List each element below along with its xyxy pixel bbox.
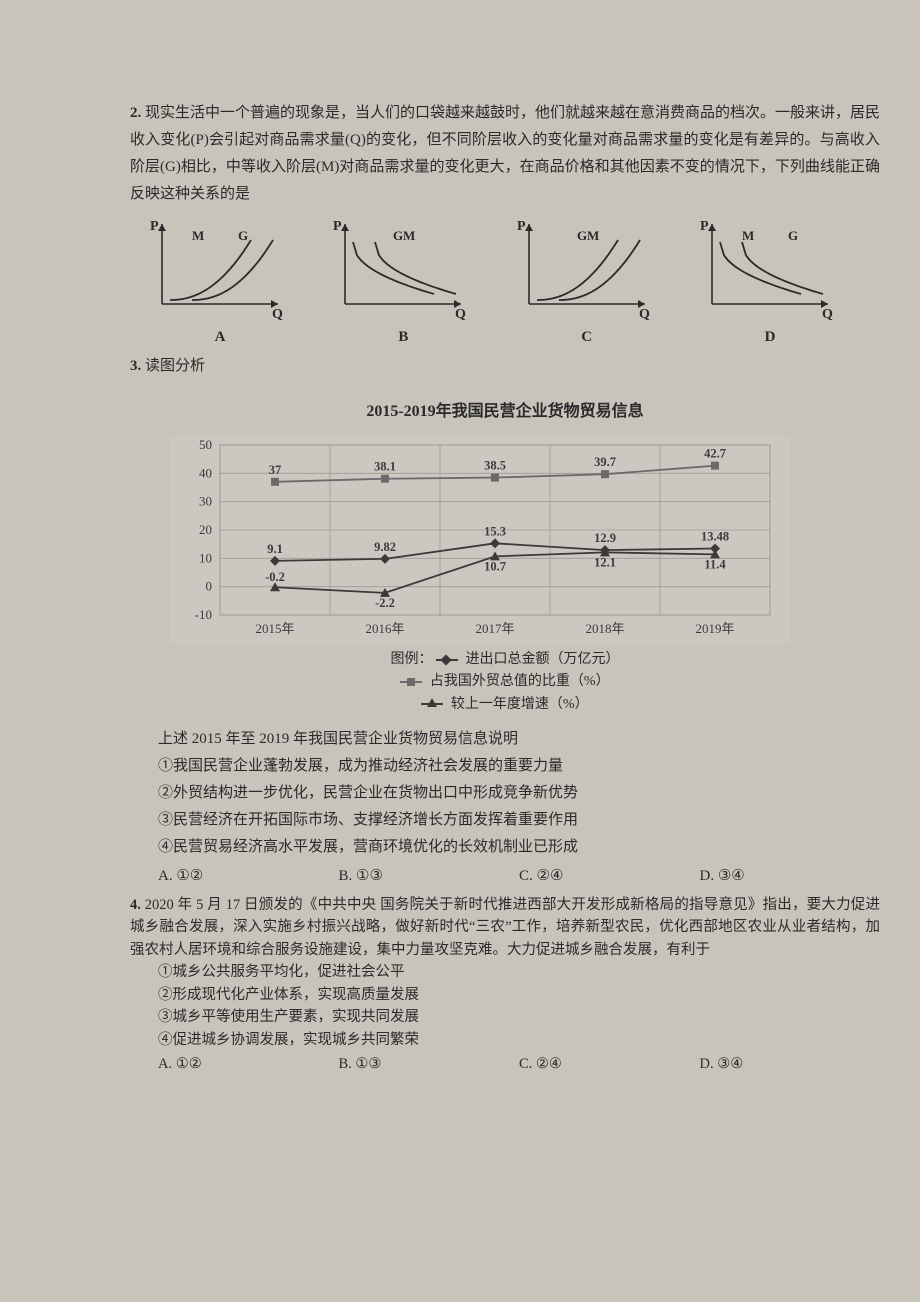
svg-text:12.1: 12.1 xyxy=(594,555,616,569)
legend-swatch-square xyxy=(400,681,422,683)
q4-s4: ④促进城乡协调发展，实现城乡共同繁荣 xyxy=(130,1029,880,1051)
q3-caption: 上述 2015 年至 2019 年我国民营企业货物贸易信息说明 xyxy=(130,726,880,753)
q4-body: 2020 年 5 月 17 日颁发的《中共中央 国务院关于新时代推进西部大开发形… xyxy=(130,897,880,958)
svg-text:15.3: 15.3 xyxy=(484,524,506,538)
svg-text:30: 30 xyxy=(199,493,212,508)
q2-graphs: P Q M G A P Q M G B xyxy=(140,212,850,351)
q4-opt-c[interactable]: C. ②④ xyxy=(519,1053,700,1075)
q3-s1: ①我国民营企业蓬勃发展，成为推动经济社会发展的重要力量 xyxy=(130,753,880,780)
q2-body: 现实生活中一个普遍的现象是，当人们的口袋越来越鼓时，他们就越来越在意消费商品的档… xyxy=(130,105,880,202)
q3-chart-title: 2015-2019年我国民营企业货物贸易信息 xyxy=(130,398,880,427)
q3-chart: -10 0 10 20 30 40 50 2015年 2016年 2017年 2018年 2019年 9… xyxy=(170,435,790,645)
legend-swatch-diamond xyxy=(436,659,458,661)
svg-text:2018年: 2018年 xyxy=(585,621,624,636)
svg-text:Q: Q xyxy=(822,307,833,322)
svg-text:40: 40 xyxy=(199,465,212,480)
q4-opt-d[interactable]: D. ③④ xyxy=(700,1053,881,1075)
q4-s1: ①城乡公共服务平均化，促进社会公平 xyxy=(130,961,880,983)
svg-text:39.7: 39.7 xyxy=(594,455,616,469)
q3-number: 3. xyxy=(130,358,141,374)
svg-text:10: 10 xyxy=(199,550,212,565)
svg-text:Q: Q xyxy=(639,307,650,322)
svg-text:M: M xyxy=(192,228,204,243)
q4-s2: ②形成现代化产业体系，实现高质量发展 xyxy=(130,984,880,1006)
svg-text:Q: Q xyxy=(455,307,466,322)
q4-opt-a[interactable]: A. ①② xyxy=(158,1053,339,1075)
q4-number: 4. xyxy=(130,897,141,913)
q3-lead-text: 读图分析 xyxy=(145,358,205,374)
legend-2: 较上一年度增速（%） xyxy=(451,697,589,712)
svg-text:G: G xyxy=(577,228,587,243)
svg-text:9.82: 9.82 xyxy=(374,540,396,554)
svg-text:13.48: 13.48 xyxy=(701,529,729,543)
svg-text:M: M xyxy=(587,228,599,243)
q2-text: 2. 现实生活中一个普遍的现象是，当人们的口袋越来越鼓时，他们就越来越在意消费商… xyxy=(130,100,880,208)
svg-text:P: P xyxy=(700,219,709,234)
q2-graph-d[interactable]: P Q M G D xyxy=(690,212,850,351)
svg-text:42.7: 42.7 xyxy=(704,446,726,460)
svg-text:G: G xyxy=(238,228,248,243)
q4-opt-b[interactable]: B. ①③ xyxy=(339,1053,520,1075)
svg-text:20: 20 xyxy=(199,522,212,537)
svg-text:38.5: 38.5 xyxy=(484,458,506,472)
svg-text:37: 37 xyxy=(269,463,282,477)
q3-opt-b[interactable]: B. ①③ xyxy=(339,863,520,890)
svg-text:M: M xyxy=(403,228,415,243)
legend-0: 进出口总金额（万亿元） xyxy=(466,652,620,667)
svg-text:G: G xyxy=(788,228,798,243)
q2-graph-b[interactable]: P Q M G B xyxy=(323,212,483,351)
q2-number: 2. xyxy=(130,105,141,121)
q3-opt-d[interactable]: D. ③④ xyxy=(700,863,881,890)
q3-s2: ②外贸结构进一步优化，民营企业在货物出口中形成竞争新优势 xyxy=(130,780,880,807)
svg-text:Q: Q xyxy=(272,307,283,322)
q4-text: 4. 2020 年 5 月 17 日颁发的《中共中央 国务院关于新时代推进西部大… xyxy=(130,894,880,961)
svg-text:M: M xyxy=(742,228,754,243)
svg-text:2017年: 2017年 xyxy=(475,621,514,636)
svg-text:2015年: 2015年 xyxy=(255,621,294,636)
svg-text:38.1: 38.1 xyxy=(374,460,396,474)
q2-graph-c[interactable]: P Q M G C xyxy=(507,212,667,351)
svg-text:2019年: 2019年 xyxy=(695,621,734,636)
legend-swatch-triangle xyxy=(421,703,443,705)
svg-text:10.7: 10.7 xyxy=(484,559,506,573)
q3-opt-c[interactable]: C. ②④ xyxy=(519,863,700,890)
q3-opt-a[interactable]: A. ①② xyxy=(158,863,339,890)
q4-s3: ③城乡平等使用生产要素，实现共同发展 xyxy=(130,1006,880,1028)
svg-text:0: 0 xyxy=(206,578,213,593)
svg-text:-2.2: -2.2 xyxy=(375,596,395,610)
q4-options: A. ①② B. ①③ C. ②④ D. ③④ xyxy=(130,1053,880,1075)
svg-text:-10: -10 xyxy=(195,607,212,622)
legend-prefix: 图例： xyxy=(391,652,433,667)
svg-text:11.4: 11.4 xyxy=(704,557,726,571)
legend-1: 占我国外贸总值的比重（%） xyxy=(430,674,610,689)
svg-text:2016年: 2016年 xyxy=(365,621,404,636)
svg-text:G: G xyxy=(393,228,403,243)
q3-legend: 图例： 进出口总金额（万亿元） 占我国外贸总值的比重（%） 较上一年度增速（%） xyxy=(130,649,880,716)
svg-text:P: P xyxy=(150,219,159,234)
q3-s3: ③民营经济在开拓国际市场、支撑经济增长方面发挥着重要作用 xyxy=(130,807,880,834)
svg-text:12.9: 12.9 xyxy=(594,531,616,545)
svg-text:-0.2: -0.2 xyxy=(265,570,285,584)
q3-s4: ④民营贸易经济高水平发展，营商环境优化的长效机制业已形成 xyxy=(130,834,880,861)
svg-text:P: P xyxy=(333,219,342,234)
svg-text:9.1: 9.1 xyxy=(267,542,283,556)
svg-text:50: 50 xyxy=(199,437,212,452)
q3-options: A. ①② B. ①③ C. ②④ D. ③④ xyxy=(130,863,880,890)
q2-graph-a[interactable]: P Q M G A xyxy=(140,212,300,351)
svg-text:P: P xyxy=(517,219,526,234)
q3-lead: 3. 读图分析 xyxy=(130,353,880,380)
